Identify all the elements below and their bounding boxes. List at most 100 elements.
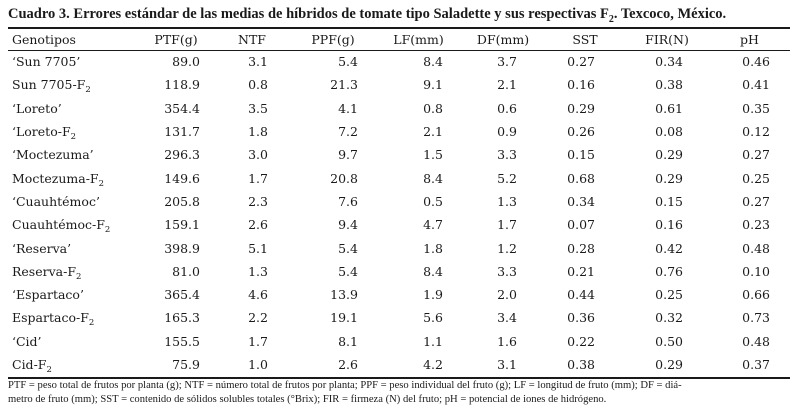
value-cell: 0.25 [742,170,770,186]
value-cell: 5.4 [338,263,358,279]
genotype-name: ‘Cid’ [12,333,42,349]
genotype-cell: ‘Espartaco’ [8,283,138,306]
genotype-cell: Moctezuma-F2 [8,166,138,189]
value-cell: 5.1 [248,240,268,256]
genotype-cell: ‘Moctezuma’ [8,143,138,166]
genotype-name: Moctezuma-F [12,170,99,186]
value-cell: 398.9 [164,240,200,256]
value-cell: 1.0 [248,357,268,372]
table-row: Moctezuma-F2 149.6 1.7 20.8 8.4 5.2 0.68 0.29 0.… [8,166,790,189]
genotype-name: Espartaco-F [12,310,89,326]
value-cell: 3.1 [497,357,517,372]
value-cell: 8.4 [423,170,443,186]
value-cell: 0.32 [655,310,683,326]
value-cell: 8.4 [423,54,443,70]
genotype-subscript: 2 [70,132,77,143]
value-cell: 1.8 [423,240,443,256]
header-row: Genotipos PTF(g) NTF PPF(g) LF(mm) DF(mm… [8,28,790,50]
value-cell: 165.3 [164,310,200,326]
value-cell: 0.68 [567,170,595,186]
value-cell: 0.41 [742,77,770,93]
table-row: Cid-F2 75.9 1.0 2.6 4.2 3.1 0.38 0.29 0.37 [8,353,790,376]
value-cell: 0.48 [742,333,770,349]
genotype-subscript: 2 [98,178,105,189]
top-rule [8,27,790,29]
value-cell: 0.6 [497,100,517,116]
value-cell: 159.1 [164,217,200,233]
table-row: ‘Cid’ 155.5 1.7 8.1 1.1 1.6 0.22 0.50 0.48 [8,330,790,353]
value-cell: 8.4 [423,263,443,279]
value-cell: 0.15 [567,147,595,163]
value-cell: 1.7 [497,217,517,233]
value-cell: 20.8 [330,170,358,186]
value-cell: 0.27 [742,147,770,163]
value-cell: 2.2 [248,310,268,326]
footnote-line: metro de fruto (mm); SST = contenido de … [8,393,607,405]
value-cell: 0.23 [742,217,770,233]
caption-suffix: . Texcoco, México. [613,6,727,22]
value-cell: 5.2 [497,170,517,186]
value-cell: 1.5 [423,147,443,163]
value-cell: 9.4 [338,217,358,233]
value-cell: 0.50 [655,333,683,349]
value-cell: 1.2 [497,240,517,256]
table-row: Cuauhtémoc-F2 159.1 2.6 9.4 4.7 1.7 0.07 0.16 0.… [8,213,790,236]
value-cell: 0.12 [742,124,770,140]
genotype-name: ‘Sun 7705’ [12,54,81,70]
value-cell: 21.3 [330,77,358,93]
value-cell: 149.6 [164,170,200,186]
value-cell: 0.8 [248,77,268,93]
value-cell: 0.66 [742,287,770,303]
value-cell: 0.22 [567,333,595,349]
table-row: ‘Loreto’ 354.4 3.5 4.1 0.8 0.6 0.29 0.61 0.35 [8,97,790,120]
value-cell: 1.6 [497,333,517,349]
table-caption: Cuadro 3. Errores estándar de las medias… [8,6,794,25]
caption-subscript: 2 [608,13,614,25]
value-cell: 0.29 [655,170,683,186]
value-cell: 0.27 [567,54,595,70]
table-row: Espartaco-F2 165.3 2.2 19.1 5.6 3.4 0.36 0.32 0.… [8,306,790,329]
value-cell: 89.0 [172,54,200,70]
value-cell: 2.0 [497,287,517,303]
data-table: Genotipos PTF(g) NTF PPF(g) LF(mm) DF(mm… [8,28,790,376]
table-footnote: PTF = peso total de frutos por planta (g… [8,379,790,406]
value-cell: 0.61 [655,100,683,116]
genotype-cell: Cuauhtémoc-F2 [8,213,138,236]
value-cell: 0.37 [742,357,770,372]
genotype-cell: Cid-F2 [8,353,138,376]
value-cell: 3.1 [248,54,268,70]
value-cell: 296.3 [164,147,200,163]
value-cell: 3.3 [497,147,517,163]
header-rule [8,50,790,51]
value-cell: 0.9 [497,124,517,140]
column-header: pH [740,31,759,47]
value-cell: 0.28 [567,240,595,256]
value-cell: 9.7 [338,147,358,163]
value-cell: 0.8 [423,100,443,116]
genotype-subscript: 2 [88,318,95,329]
table-row: ‘Moctezuma’ 296.3 3.0 9.7 1.5 3.3 0.15 0.29 0.27 [8,143,790,166]
value-cell: 0.35 [742,100,770,116]
genotype-name: Sun 7705-F [12,77,86,93]
genotype-cell: ‘Cuauhtémoc’ [8,190,138,213]
value-cell: 0.44 [567,287,595,303]
value-cell: 7.6 [338,193,358,209]
value-cell: 1.1 [423,333,443,349]
value-cell: 354.4 [164,100,200,116]
value-cell: 0.27 [742,193,770,209]
value-cell: 3.4 [497,310,517,326]
value-cell: 3.5 [248,100,268,116]
value-cell: 4.7 [423,217,443,233]
genotype-subscript: 2 [46,365,52,375]
value-cell: 0.34 [655,54,683,70]
value-cell: 4.1 [338,100,358,116]
value-cell: 13.9 [330,287,358,303]
value-cell: 0.5 [423,193,443,209]
value-cell: 0.34 [567,193,595,209]
value-cell: 0.10 [742,263,770,279]
genotype-name: ‘Moctezuma’ [12,147,94,163]
value-cell: 365.4 [164,287,200,303]
genotype-name: ‘Espartaco’ [12,287,84,303]
bottom-rule [8,377,790,379]
genotype-cell: Espartaco-F2 [8,306,138,329]
